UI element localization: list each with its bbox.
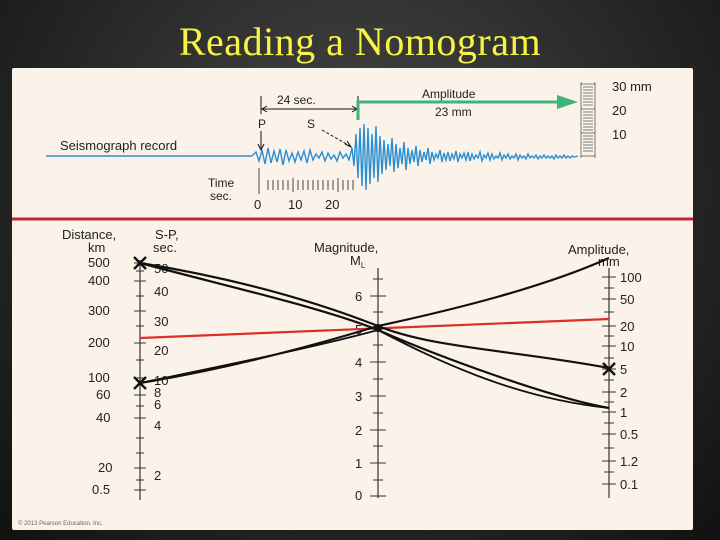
sp-ticks: 50 40 30 20 10 8 6 4 2	[154, 261, 168, 483]
amplitude-top-label: Amplitude	[422, 87, 476, 101]
s-wave-label: S	[307, 117, 315, 131]
x-marker-icon	[133, 376, 147, 390]
time-label: Time	[208, 176, 235, 190]
amplitude-tick: 1.2	[620, 454, 638, 469]
sp-tick: 40	[154, 284, 168, 299]
amplitude-tick: 50	[620, 292, 634, 307]
distance-tick: 60	[96, 387, 110, 402]
sp-tick: 4	[154, 418, 161, 433]
x-marker-icon	[602, 362, 616, 376]
sp-unit: sec.	[153, 240, 177, 255]
sp-tick: 30	[154, 314, 168, 329]
mm-tick-10: 10	[612, 127, 626, 142]
magnitude-axis-ticks	[370, 278, 386, 497]
amplitude-tick: 10	[620, 339, 634, 354]
amplitude-arrowhead-icon	[557, 95, 578, 109]
amplitude-header: Amplitude,	[568, 242, 629, 257]
nomogram-svg: Seismograph record P S 24 sec. Amplitude…	[12, 79, 693, 503]
amplitude-tick: 5	[620, 362, 627, 377]
distance-tick: 500	[88, 255, 110, 270]
sp-tick: 2	[154, 468, 161, 483]
distance-unit: km	[88, 240, 105, 255]
magnitude-tick: 6	[355, 289, 362, 304]
magnitude-tick: 3	[355, 389, 362, 404]
magnitude-header: Magnitude,	[314, 240, 378, 255]
distance-ticks: 500 400 300 200 100 60 40 20 0.5	[88, 255, 112, 497]
amplitude-tick: 1	[620, 405, 627, 420]
sp-header: S-P,	[155, 227, 179, 242]
x-marker-icon	[133, 256, 147, 270]
magnitude-tick: 0	[355, 488, 362, 503]
distance-tick: 0.5	[92, 482, 110, 497]
magnitude-tick: 2	[355, 423, 362, 438]
amplitude-arrow-line	[356, 100, 560, 120]
time-scale	[258, 168, 354, 194]
distance-tick: 20	[98, 460, 112, 475]
time-tick-10: 10	[288, 197, 302, 212]
copyright-notice: © 2013 Pearson Education, Inc.	[18, 521, 103, 527]
time-sec-label: sec.	[210, 189, 232, 203]
amplitude-ticks: 100 50 20 10 5 2 1 0.5 1.2 0.1	[620, 270, 642, 492]
distance-tick: 300	[88, 303, 110, 318]
amplitude-value-label: 23 mm	[435, 105, 472, 119]
nomogram-figure: Seismograph record P S 24 sec. Amplitude…	[12, 68, 693, 530]
s-arrowhead-icon	[344, 140, 353, 149]
sp-tick: 20	[154, 343, 168, 358]
amplitude-tick: 2	[620, 385, 627, 400]
s-wave-pointer	[321, 129, 351, 147]
sp-tick: 10	[154, 373, 168, 388]
p-arrowhead-icon	[257, 143, 265, 152]
amplitude-axis-ticks	[602, 276, 616, 485]
mm-tick-20: 20	[612, 103, 626, 118]
mm-scale	[580, 82, 596, 158]
seismogram-trace	[251, 123, 579, 191]
sp-tick: 6	[154, 397, 161, 412]
magnitude-symbol: ML	[350, 253, 366, 270]
p-wave-label: P	[258, 117, 266, 131]
time-tick-20: 20	[325, 197, 339, 212]
distance-tick: 40	[96, 410, 110, 425]
amplitude-tick: 100	[620, 270, 642, 285]
amplitude-tick: 0.5	[620, 427, 638, 442]
magnitude-tick: 4	[355, 355, 362, 370]
amplitude-tick: 0.1	[620, 477, 638, 492]
seismograph-record-label: Seismograph record	[60, 138, 177, 153]
amplitude-tick: 20	[620, 319, 634, 334]
sp-tick: 8	[154, 385, 161, 400]
distance-tick: 400	[88, 273, 110, 288]
interval-left-arrow-icon	[261, 105, 268, 113]
interval-label: 24 sec.	[277, 93, 316, 107]
distance-tick: 200	[88, 335, 110, 350]
time-tick-0: 0	[254, 197, 261, 212]
intersection-dot-icon	[374, 324, 382, 332]
magnitude-tick: 1	[355, 456, 362, 471]
distance-tick: 100	[88, 370, 110, 385]
slide-title: Reading a Nomogram	[178, 19, 542, 64]
amplitude-unit: mm	[598, 254, 620, 269]
mm-tick-30: 30 mm	[612, 79, 652, 94]
distance-header: Distance,	[62, 227, 116, 242]
